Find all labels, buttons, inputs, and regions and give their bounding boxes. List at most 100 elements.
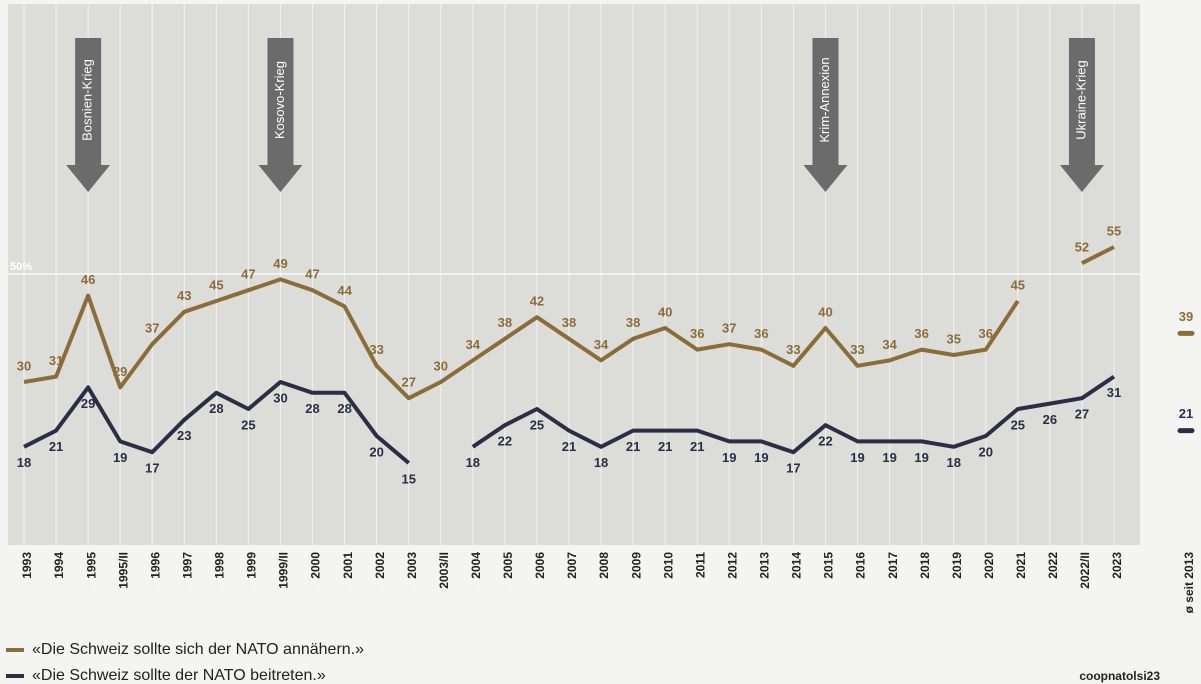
annotation-arrow [803,38,848,192]
x-tick-label: 1994 [52,552,66,579]
data-label: 33 [369,342,383,357]
x-tick-label: 2020 [982,552,996,579]
legend-label: «Die Schweiz sollte sich der NATO annähe… [32,641,364,658]
data-label: 17 [786,461,800,476]
data-label: 19 [914,450,928,465]
data-label: 18 [17,455,31,470]
x-tick-label: 2002 [373,552,387,579]
data-label: 37 [145,321,159,336]
data-label: 30 [17,358,31,373]
data-label: 36 [914,326,928,341]
data-label: 20 [369,444,383,459]
data-label: 27 [1075,407,1089,422]
x-tick-label: 2022/II [1078,552,1092,589]
data-label: 23 [177,428,191,443]
data-label: 29 [81,396,95,411]
data-label: 31 [1107,385,1121,400]
x-tick-label: 2000 [309,552,323,579]
data-label: 43 [177,288,191,303]
x-tick-label: 2015 [822,552,836,579]
x-tick-label: 2001 [341,552,355,579]
x-tick-label: 2019 [950,552,964,579]
data-label: 37 [722,321,736,336]
x-tick-label: 1995 [84,552,98,579]
x-tick-label: 2005 [501,552,515,579]
x-tick-label: 2010 [661,552,675,579]
data-label: 34 [882,337,897,352]
x-tick-label: 2014 [790,552,804,579]
data-label: 28 [209,401,223,416]
data-label: 21 [690,439,704,454]
data-label: 46 [81,272,95,287]
average-label: 39 [1179,309,1193,324]
data-label: 19 [113,450,127,465]
data-label: 38 [562,315,576,330]
data-label: 30 [434,358,448,373]
source: coopnatolsi23 [1079,669,1160,683]
data-label: 29 [113,364,127,379]
data-label: 33 [850,342,864,357]
data-label: 52 [1075,240,1089,255]
data-label: 33 [786,342,800,357]
x-tick-label: 2023 [1110,552,1124,579]
data-label: 49 [273,256,287,271]
x-tick-label: 1995/II [116,552,130,589]
data-label: 42 [530,294,544,309]
x-tick-label: 2021 [1014,552,1028,579]
data-label: 15 [401,471,415,486]
annotation-text: Krim-Annexion [817,57,832,142]
data-label: 19 [722,450,736,465]
data-label: 45 [209,277,223,292]
data-label: 18 [466,455,480,470]
average-label: 21 [1179,406,1193,421]
data-label: 34 [466,337,481,352]
average-axis-label: ø seit 2013 [1182,552,1196,614]
x-tick-label: 2006 [533,552,547,579]
annotation-arrow [1059,38,1104,192]
x-tick-label: 2011 [693,552,707,578]
annotation-arrow [258,38,303,192]
series-line [23,374,1116,465]
data-label: 19 [850,450,864,465]
data-label: 36 [754,326,768,341]
x-tick-label: 1999 [245,552,259,579]
data-label: 21 [49,439,63,454]
data-label: 40 [658,304,672,319]
data-label: 55 [1107,223,1121,238]
series-line [23,245,1115,401]
x-tick-label: 1997 [180,552,194,579]
data-label: 35 [946,331,960,346]
data-label: 36 [979,326,993,341]
data-label: 25 [530,417,544,432]
annotation-text: Kosovo-Krieg [272,61,287,139]
x-tick-label: 2016 [854,552,868,579]
data-label: 19 [754,450,768,465]
data-label: 25 [241,417,255,432]
data-label: 18 [594,455,608,470]
y-tick-label: 50% [10,261,32,273]
data-label: 22 [818,434,832,449]
data-label: 34 [594,337,609,352]
legend-label: «Die Schweiz sollte der NATO beitreten.» [32,667,326,684]
data-label: 28 [337,401,351,416]
data-label: 47 [241,267,255,282]
x-tick-label: 1998 [213,552,227,579]
x-tick-label: 2018 [918,552,932,579]
annotation-arrow [66,38,111,192]
x-tick-label: 1999/II [277,552,291,589]
annotation-text: Bosnien-Krieg [80,59,95,141]
x-tick-label: 2004 [469,552,483,579]
data-label: 40 [818,304,832,319]
annotation-text: Ukraine-Krieg [1073,60,1088,139]
data-label: 27 [401,375,415,390]
data-label: 31 [49,353,63,368]
data-label: 17 [145,461,159,476]
x-tick-label: 2012 [725,552,739,579]
x-tick-label: 2009 [629,552,643,579]
data-label: 22 [498,434,512,449]
x-tick-label: 2008 [597,552,611,579]
x-tick-label: 2017 [886,552,900,579]
x-tick-label: 1996 [148,552,162,579]
data-label: 30 [273,390,287,405]
